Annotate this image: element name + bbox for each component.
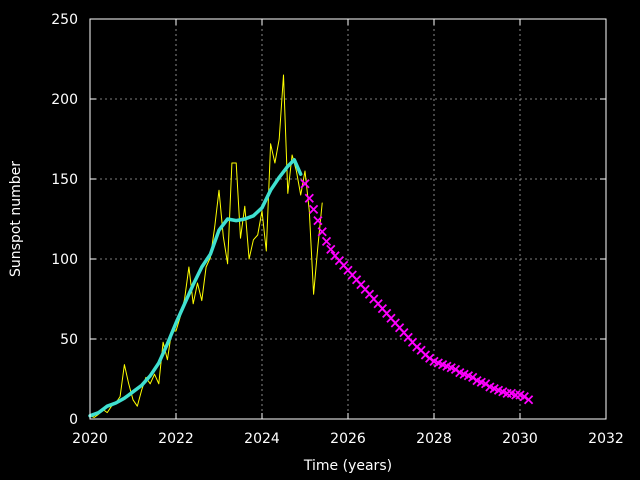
x-tick-label: 2032 bbox=[588, 431, 624, 447]
prediction-marker bbox=[308, 204, 319, 215]
smoothed-line bbox=[88, 158, 303, 418]
x-tick-label: 2020 bbox=[72, 431, 108, 447]
x-tick-label: 2030 bbox=[502, 431, 538, 447]
y-tick-label: 200 bbox=[51, 92, 78, 108]
y-tick-label: 250 bbox=[51, 12, 78, 28]
series-0-thin-line bbox=[89, 74, 323, 418]
grid bbox=[89, 18, 607, 420]
plot-frame bbox=[89, 18, 607, 420]
x-tick-label: 2028 bbox=[416, 431, 452, 447]
series-layer bbox=[88, 74, 534, 418]
prediction-marker bbox=[300, 179, 310, 189]
y-axis-label: Sunspot number bbox=[8, 161, 24, 277]
prediction-marker bbox=[317, 227, 327, 237]
x-tick-label: 2024 bbox=[244, 431, 280, 447]
y-tick-label: 50 bbox=[60, 332, 78, 348]
prediction-marker bbox=[313, 215, 323, 226]
x-axis-label: Time (years) bbox=[303, 458, 392, 474]
x-tick-label: 2022 bbox=[158, 431, 194, 447]
series-2-markers-x bbox=[300, 179, 534, 405]
y-tick-label: 0 bbox=[69, 412, 78, 428]
monthly-line bbox=[89, 74, 323, 418]
prediction-marker bbox=[523, 395, 534, 405]
prediction-marker bbox=[321, 236, 332, 247]
y-tick-label: 100 bbox=[51, 252, 78, 268]
x-tick-label: 2026 bbox=[330, 431, 366, 447]
tick-labels: 2020 2022 2024 2026 2028 2030 2032 0 50 100 150 200… bbox=[51, 12, 624, 447]
prediction-marker bbox=[304, 193, 314, 203]
prediction-marker bbox=[326, 244, 336, 255]
series-1-thick-line bbox=[88, 158, 303, 418]
y-tick-label: 150 bbox=[51, 172, 78, 188]
